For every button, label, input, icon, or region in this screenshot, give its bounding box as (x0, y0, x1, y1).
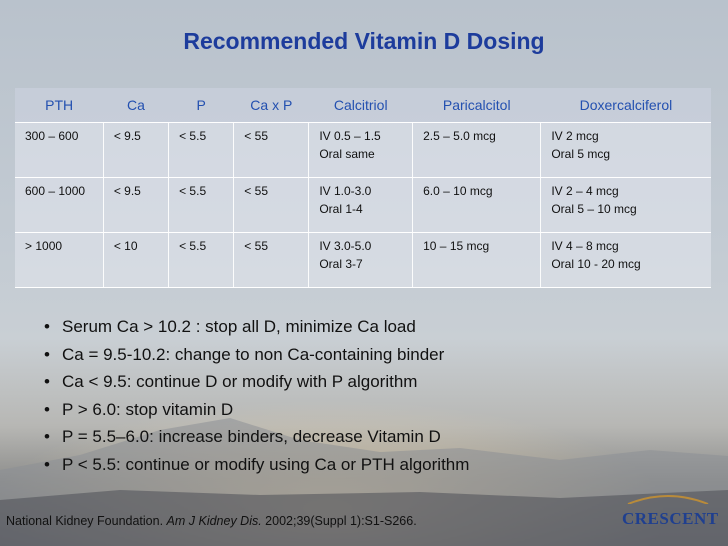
bullet-dot: • (44, 427, 50, 446)
cell-line: Oral 3-7 (319, 257, 363, 271)
cell-line: < 55 (244, 129, 268, 143)
table-row: > 1000 < 10 < 5.5 < 55 IV 3.0-5.0 Oral 3-7 10 … (15, 232, 711, 288)
bullet-dot: • (44, 399, 50, 419)
cell-line: < 5.5 (179, 184, 207, 198)
header-cell: Ca (103, 88, 169, 123)
bullet-item: • Ca < 9.5: continue D or modify with P a… (44, 368, 469, 396)
table-cell: < 5.5 (168, 232, 234, 288)
table-cell: < 10 (102, 232, 169, 288)
header-cell: Doxercalciferol (540, 88, 711, 123)
slide-title: Recommended Vitamin D Dosing (183, 28, 545, 54)
table-cell: IV 1.0-3.0 Oral 1-4 (308, 177, 413, 233)
table-cell: > 1000 (15, 232, 104, 288)
cell-line: Oral 5 mcg (551, 147, 611, 161)
cell-line: IV 2 mcg (551, 129, 599, 143)
table-cell: IV 0.5 – 1.5 Oral same (308, 122, 413, 178)
bullet-item: • P > 6.0: stop vitamin D (44, 396, 469, 424)
cell-line: < 9.5 (113, 184, 141, 198)
cell-line: 10 – 15 mcg (423, 239, 490, 253)
bullet-item: • Serum Ca > 10.2 : stop all D, minimize … (44, 313, 469, 341)
table-cell: 2.5 – 5.0 mcg (412, 122, 541, 178)
bullet-item: • Ca = 9.5-10.2: change to non Ca-contain… (44, 341, 469, 369)
cell-line: < 5.5 (179, 239, 207, 253)
logo: CRESCENT (622, 491, 719, 529)
bullet-dot: • (44, 372, 50, 391)
table-cell: < 55 (233, 177, 309, 233)
bullet-text: Ca < 9.5: continue D or modify with P al… (62, 372, 418, 391)
bullet-dot: • (44, 317, 50, 336)
header-cell: Ca x P (233, 88, 309, 123)
cell-line: 300 – 600 (25, 129, 79, 143)
cell-line: Oral same (319, 147, 375, 161)
header-cell: Paricalcitol (412, 88, 541, 123)
citation-text: National Kidney Foundation. (6, 514, 167, 528)
bullet-dot: • (44, 344, 50, 364)
bullet-text: P = 5.5–6.0: increase binders, decrease … (62, 427, 441, 446)
table-cell: IV 3.0-5.0 Oral 3-7 (308, 232, 413, 288)
dosing-table: PTH Ca P Ca x P Calcitriol Paricalcitol Doxerc… (15, 88, 711, 288)
bullet-text: P > 6.0: stop vitamin D (62, 399, 234, 419)
cell-line: < 55 (244, 239, 268, 253)
header-row: PTH Ca P Ca x P Calcitriol Paricalcitol Doxerc… (15, 88, 711, 123)
citation-text: 2002;39(Suppl 1):S1-S266. (261, 514, 417, 528)
bullet-list: • Serum Ca > 10.2 : stop all D, minimize … (44, 313, 469, 478)
cell-line: < 9.5 (113, 129, 141, 143)
table-cell: IV 2 – 4 mcg Oral 5 – 10 mcg (540, 177, 711, 233)
citation: National Kidney Foundation. Am J Kidney … (6, 514, 417, 528)
cell-line: > 1000 (25, 239, 63, 253)
table-cell: < 9.5 (102, 122, 169, 178)
table-row: 600 – 1000 < 9.5 < 5.5 < 55 IV 1.0-3.0 Oral 1… (15, 177, 711, 233)
bullet-text: Ca = 9.5-10.2: change to non Ca-containi… (62, 344, 445, 364)
header-cell: Calcitriol (308, 88, 413, 123)
cell-line: Oral 10 - 20 mcg (551, 257, 641, 271)
table-cell: < 5.5 (168, 177, 234, 233)
cell-line: 600 – 1000 (25, 184, 86, 198)
cell-line: 2.5 – 5.0 mcg (423, 129, 496, 143)
table-cell: 600 – 1000 (15, 177, 104, 233)
cell-line: < 10 (113, 239, 138, 253)
table-cell: 10 – 15 mcg (412, 232, 541, 288)
bullet-text: P < 5.5: continue or modify using Ca or … (62, 454, 470, 474)
table-cell: < 55 (233, 122, 309, 178)
table-cell: IV 4 – 8 mcg Oral 10 - 20 mcg (540, 232, 711, 288)
cell-line: 6.0 – 10 mcg (423, 184, 493, 198)
header-cell: PTH (15, 88, 104, 123)
cell-line: IV 1.0-3.0 (319, 184, 372, 198)
cell-line: Oral 1-4 (319, 202, 363, 216)
cell-line: IV 0.5 – 1.5 (319, 129, 381, 143)
cell-line: IV 4 – 8 mcg (551, 239, 619, 253)
bullet-item: • P = 5.5–6.0: increase binders, decrease… (44, 423, 469, 451)
bullet-dot: • (44, 454, 50, 474)
logo-arc (627, 495, 709, 505)
cell-line: IV 3.0-5.0 (319, 239, 372, 253)
citation-journal: Am J Kidney Dis. (166, 514, 262, 528)
table-cell: 300 – 600 (15, 122, 104, 178)
header-cell: P (168, 88, 234, 123)
table-cell: 6.0 – 10 mcg (412, 177, 541, 233)
table-cell: < 9.5 (102, 177, 169, 233)
logo-text: CRESCENT (622, 509, 719, 528)
cell-line: Oral 5 – 10 mcg (551, 202, 637, 216)
table-row: 300 – 600 < 9.5 < 5.5 < 55 IV 0.5 – 1.5 Oral … (15, 122, 711, 178)
cell-line: < 55 (244, 184, 268, 198)
table-cell: IV 2 mcg Oral 5 mcg (540, 122, 711, 178)
table-cell: < 55 (233, 232, 309, 288)
table-cell: < 5.5 (168, 122, 234, 178)
bullet-item: • P < 5.5: continue or modify using Ca or… (44, 451, 469, 479)
bullet-text: Serum Ca > 10.2 : stop all D, minimize C… (62, 317, 416, 336)
cell-line: < 5.5 (179, 129, 207, 143)
cell-line: IV 2 – 4 mcg (551, 184, 619, 198)
